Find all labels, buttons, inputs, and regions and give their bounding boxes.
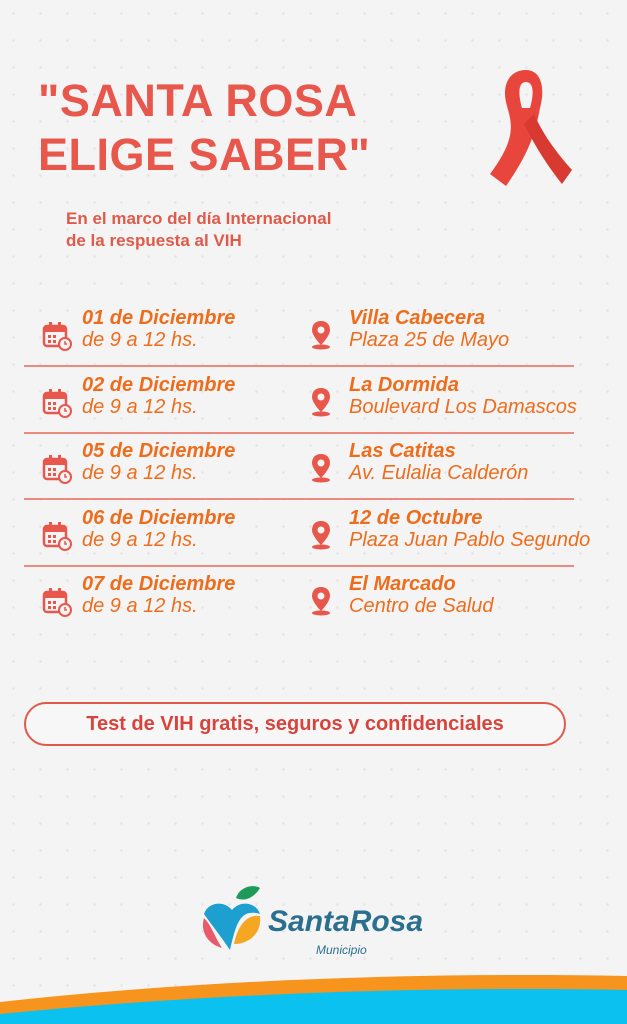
row-divider [24,564,574,567]
event-place: El Marcado [349,573,456,595]
free-test-banner: Test de VIH gratis, seguros y confidenci… [24,702,566,746]
row-divider [24,365,574,367]
event-time: de 9 a 12 hs. [82,395,198,418]
event-address: Plaza Juan Pablo Segundo [349,528,591,551]
row-divider [24,498,574,500]
map-pin-icon [310,386,332,423]
calendar-clock-icon [42,454,72,489]
bottom-wave [0,975,627,1024]
event-time: de 9 a 12 hs. [82,528,198,551]
event-time: de 9 a 12 hs. [82,595,198,617]
calendar-clock-icon [42,521,72,556]
event-place: Villa Cabecera [349,307,486,329]
event-time: de 9 a 12 hs. [82,329,198,351]
logo-name: SantaRosa [268,905,424,938]
event-time: de 9 a 12 hs. [82,462,198,484]
map-pin-icon [310,519,332,556]
event-row: 05 de Diciembre de 9 a 12 hs. Las Catita… [0,440,627,506]
awareness-ribbon-icon [490,70,572,186]
event-date: 02 de Diciembre [82,373,236,396]
title-line: ELIGE SABER" [38,129,371,180]
santa-rosa-logo-icon [202,886,261,950]
page-title: "SANTA ROSA ELIGE SABER" [38,74,370,182]
event-place: La Dormida [349,373,460,396]
event-address: Centro de Salud [349,595,494,617]
event-date: 07 de Diciembre [82,573,236,595]
event-date: 06 de Diciembre [82,506,236,529]
subtitle-line: En el marco del día Internacional [66,209,332,228]
calendar-clock-icon [42,321,72,356]
calendar-clock-icon [42,587,72,622]
subtitle: En el marco del día Internacional de la … [66,208,331,252]
event-place: Las Catitas [349,440,456,462]
subtitle-line: de la respuesta al VIH [66,231,242,250]
map-pin-icon [310,452,332,489]
event-row: 07 de Diciembre de 9 a 12 hs. El Marcado… [0,573,627,639]
title-line: "SANTA ROSA [38,75,358,126]
map-pin-icon [310,319,332,356]
event-place: 12 de Octubre [349,506,483,529]
event-row: 06 de Diciembre de 9 a 12 hs. 12 de Octu… [0,507,627,573]
event-date: 05 de Diciembre [82,440,236,462]
event-row: 02 de Diciembre de 9 a 12 hs. La Dormida… [0,374,627,440]
event-row: 01 de Diciembre de 9 a 12 hs. Villa Cabe… [0,307,627,373]
event-date: 01 de Diciembre [82,307,236,329]
calendar-clock-icon [42,388,72,423]
event-address: Av. Eulalia Calderón [349,462,529,484]
event-address: Boulevard Los Damascos [349,395,577,418]
map-pin-icon [310,585,332,622]
row-divider [24,431,574,434]
event-address: Plaza 25 de Mayo [349,329,510,351]
logo-subtitle: Municipio [316,943,367,957]
